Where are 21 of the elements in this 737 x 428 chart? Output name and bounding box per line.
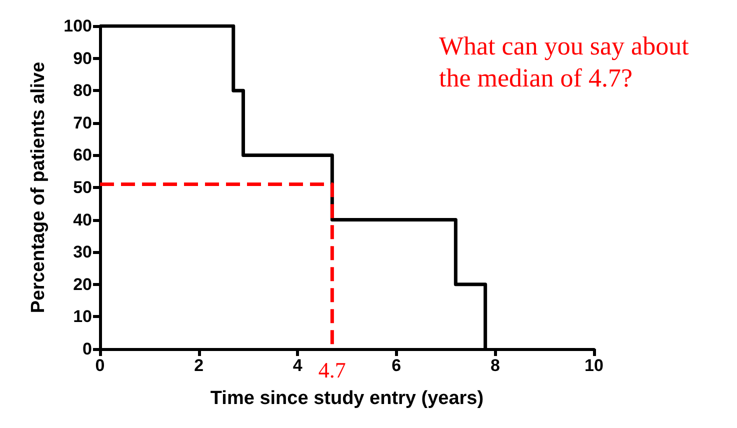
y-tick-label: 10	[73, 307, 92, 326]
x-axis-title: Time since study entry (years)	[210, 388, 484, 409]
x-tick-label: 10	[584, 356, 604, 375]
y-tick-label: 20	[73, 274, 92, 294]
x-tick-label: 0	[95, 356, 105, 375]
y-tick-label: 30	[73, 242, 92, 262]
y-tick-label: 40	[73, 210, 92, 230]
x-tick-label: 8	[490, 356, 500, 375]
y-tick-label: 100	[64, 16, 92, 36]
y-axis-title: Percentage of patients alive	[28, 62, 49, 314]
y-tick-label: 80	[73, 81, 92, 100]
annotation: What can you say about the median of 4.7?	[439, 32, 696, 92]
y-tick-label: 70	[73, 113, 92, 132]
y-tick-label: 50	[73, 178, 92, 197]
y-tick-label: 60	[73, 146, 92, 165]
y-tick-label: 0	[82, 340, 92, 358]
x-tick-label: 6	[392, 356, 402, 375]
y-tick-label: 90	[73, 48, 92, 68]
x-tick-label: 4	[292, 356, 303, 375]
x-tick-label: 2	[194, 356, 204, 375]
annotation: 4.7	[318, 358, 346, 382]
